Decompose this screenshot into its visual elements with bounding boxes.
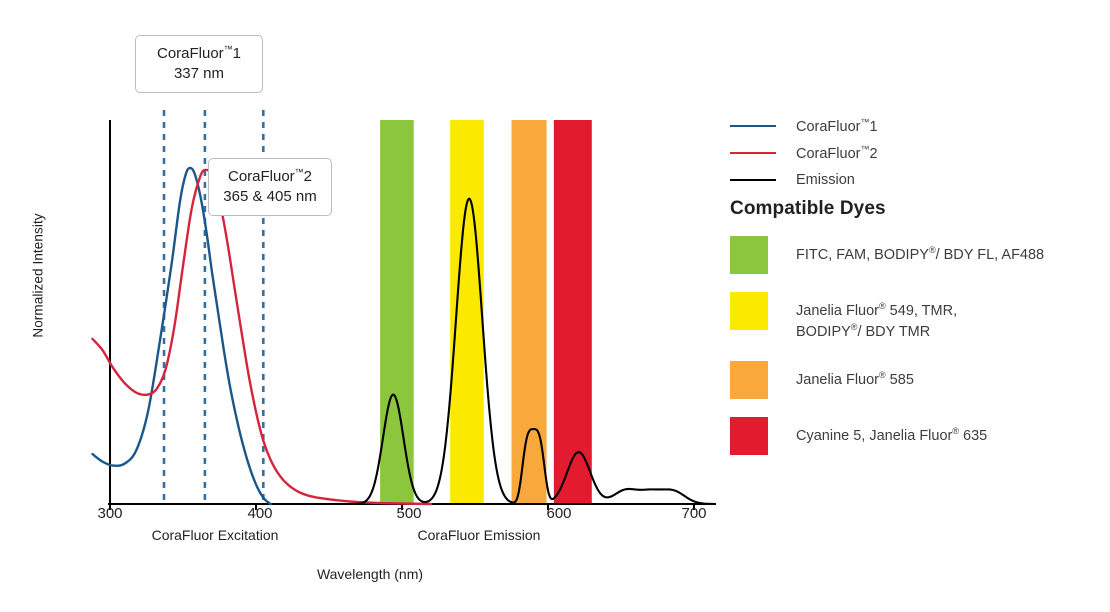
legend-line-swatch-emission (730, 178, 776, 181)
dye-item-orange: Janelia Fluor® 585 (730, 360, 1110, 399)
spectra-plot-svg (91, 110, 716, 510)
dye-item-red: Cyanine 5, Janelia Fluor® 635 (730, 416, 1110, 455)
callout-2-line1: CoraFluor™2 (227, 167, 313, 185)
dye-swatch-orange (730, 360, 768, 399)
series-legend: CoraFluor™1 CoraFluor™2 Emission (730, 112, 1110, 193)
x-tick-600: 600 (546, 505, 572, 522)
legend-line-swatch-corafluor-1 (730, 124, 776, 127)
compatible-dyes-list: FITC, FAM, BODIPY®/ BDY FL, AF488 Janeli… (730, 236, 1110, 473)
dye-label-yellow: Janelia Fluor® 549, TMR, BODIPY®/ BDY TMR (796, 301, 958, 341)
legend-line-swatch-corafluor-2 (730, 151, 776, 154)
dye-label-green: FITC, FAM, BODIPY®/ BDY FL, AF488 (796, 245, 1045, 263)
x-tick-500: 500 (396, 505, 422, 522)
legend-label-corafluor-2: CoraFluor™2 (796, 143, 878, 162)
dye-item-green: FITC, FAM, BODIPY®/ BDY FL, AF488 (730, 236, 1110, 274)
x-axis-title: Wavelength (nm) (316, 566, 424, 582)
legend-item-corafluor-1: CoraFluor™1 (730, 112, 1110, 139)
dye-label-red: Cyanine 5, Janelia Fluor® 635 (796, 425, 988, 444)
curve-corafluor2 (91, 168, 433, 506)
legend-label-emission: Emission (796, 171, 855, 188)
emission-band-red (553, 120, 592, 504)
dye-swatch-yellow (730, 292, 768, 330)
dye-swatch-red (730, 416, 768, 455)
legend-label-corafluor-1: CoraFluor™1 (796, 116, 878, 135)
plot-area: Normalized Intensity 300 400 500 600 700… (30, 35, 716, 582)
legend-panel: CoraFluor™1 CoraFluor™2 Emission Compati… (730, 0, 1110, 612)
curve-emission (298, 197, 715, 506)
x-tick-300: 300 (97, 505, 123, 522)
callout-2-line2: 365 & 405 nm (223, 187, 317, 205)
x-tick-400: 400 (247, 505, 273, 522)
curve-corafluor1 (91, 166, 272, 506)
x-tick-700: 700 (681, 505, 707, 522)
region-label-excitation: CoraFluor Excitation (151, 527, 279, 543)
callout-1-line2: 337 nm (173, 64, 225, 82)
legend-item-emission: Emission (730, 166, 1110, 193)
emission-band-green (380, 120, 414, 504)
y-axis-title: Normalized Intensity (30, 213, 46, 338)
emission-band-yellow (450, 120, 484, 504)
compatible-dyes-title: Compatible Dyes (730, 198, 886, 219)
dye-label-orange: Janelia Fluor® 585 (796, 369, 914, 388)
dye-item-yellow: Janelia Fluor® 549, TMR, BODIPY®/ BDY TMR (730, 292, 1110, 343)
callout-1-line1: CoraFluor™1 (156, 44, 242, 62)
callout-corafluor-1: CoraFluor™1 337 nm (135, 35, 263, 93)
callout-corafluor-2: CoraFluor™2 365 & 405 nm (208, 158, 332, 216)
legend-item-corafluor-2: CoraFluor™2 (730, 139, 1110, 166)
dye-swatch-green (730, 236, 768, 274)
region-label-emission: CoraFluor Emission (417, 527, 541, 543)
